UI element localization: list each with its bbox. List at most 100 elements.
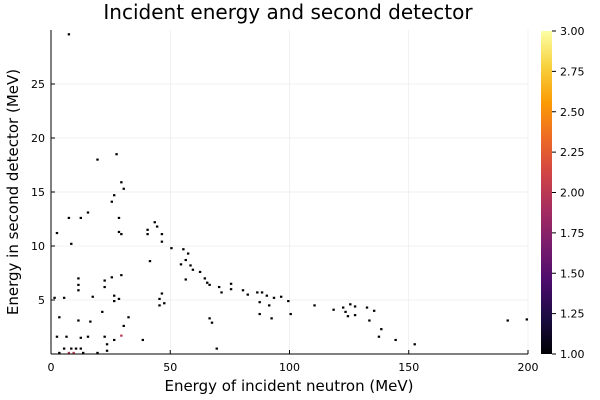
heatmap-bin — [287, 300, 290, 303]
heatmap-bin — [113, 294, 116, 297]
heatmap-bin — [79, 347, 83, 350]
heatmap-bin — [346, 315, 350, 318]
y-tick-label: 5 — [38, 294, 45, 307]
heatmap-bin — [110, 200, 114, 203]
heatmap-bin — [270, 317, 273, 320]
heatmap-bin — [229, 282, 233, 285]
heatmap-bin — [141, 338, 145, 342]
heatmap-bin — [67, 216, 71, 219]
heatmap-bin — [96, 158, 99, 161]
x-tick-label: 200 — [518, 361, 539, 374]
heatmap-bin — [122, 187, 125, 190]
heatmap-bin — [146, 233, 149, 236]
heatmap-bin — [191, 268, 195, 271]
heatmap-bin — [101, 310, 104, 313]
heatmap-bin — [525, 318, 528, 321]
heatmap-bin — [170, 247, 173, 250]
heatmap-bin — [62, 347, 66, 350]
y-axis-label: Energy in second detector (MeV) — [4, 69, 22, 315]
heatmap-bin — [189, 264, 192, 267]
heatmap-bin — [72, 351, 75, 354]
x-tick-label: 150 — [398, 361, 419, 374]
heatmap-bin — [353, 314, 357, 317]
heatmap-bin — [279, 295, 283, 298]
heatmap-bin — [86, 335, 90, 338]
heatmap-bin — [413, 343, 416, 346]
heatmap-bin — [89, 320, 92, 323]
colorbar-tick-label: 2.25 — [560, 146, 585, 159]
heatmap-bin — [160, 292, 164, 295]
heatmap-bin — [344, 310, 347, 313]
colorbar-tick-label: 2.50 — [560, 106, 585, 119]
heatmap-bin — [208, 283, 211, 286]
heatmap-bin — [127, 316, 130, 319]
heatmap-bins — [53, 33, 528, 354]
heatmap-bin — [120, 181, 123, 184]
heatmap-bin — [105, 343, 109, 346]
heatmap-bin — [332, 308, 335, 311]
heatmap-bin — [113, 300, 116, 303]
chart-title: Incident energy and second detector — [103, 0, 473, 24]
heatmap-bin — [146, 228, 149, 231]
heatmap-bin — [155, 225, 159, 228]
heatmap-bin — [115, 153, 118, 156]
x-tick-label: 100 — [279, 361, 300, 374]
heatmap-bin — [184, 278, 187, 281]
heatmap-bin — [256, 291, 259, 294]
heatmap-bin — [86, 211, 90, 214]
heatmap-bin — [160, 233, 164, 236]
heatmap-bin — [210, 321, 214, 324]
heatmap-bin — [313, 304, 316, 307]
heatmap-bin — [82, 351, 85, 354]
heatmap-bin — [53, 296, 56, 299]
heatmap-bin — [246, 293, 249, 296]
heatmap-bin — [265, 294, 269, 297]
y-tick-label: 10 — [31, 240, 45, 253]
heatmap-bin — [70, 242, 73, 245]
heatmap-bin — [268, 304, 271, 307]
heatmap-bin — [113, 338, 116, 342]
heatmap-bin — [67, 351, 71, 354]
heatmap-bin — [208, 317, 211, 320]
heatmap-bin — [203, 277, 207, 280]
colorbar-tick-label: 1.25 — [560, 308, 585, 321]
heatmap-bin — [341, 306, 345, 309]
heatmap-bin — [179, 263, 183, 266]
heatmap-bin — [120, 334, 123, 337]
heatmap-bin — [377, 335, 381, 338]
heatmap-bin — [182, 248, 185, 251]
heatmap-bin — [372, 309, 376, 312]
heatmap-bin — [70, 347, 73, 350]
x-ticks: 0 50 100 150 200 — [48, 350, 539, 374]
heatmap-bin — [206, 281, 209, 284]
colorbar-tick-label: 1.00 — [560, 348, 585, 361]
heatmap-bin — [96, 351, 99, 354]
x-tick-label: 0 — [48, 361, 55, 374]
heatmap-bin — [62, 296, 66, 299]
heatmap-bin — [110, 276, 114, 279]
y-tick-label: 20 — [31, 132, 45, 145]
heatmap-bin — [117, 216, 121, 219]
heatmap-bin — [103, 335, 106, 338]
heatmap-bin — [58, 316, 61, 319]
heatmap-bin — [55, 231, 59, 235]
colorbar — [541, 31, 552, 354]
colorbar-tick-label: 2.75 — [560, 65, 585, 78]
heatmap-bin — [103, 285, 106, 289]
heatmap-bin — [148, 260, 152, 263]
heatmap-bin — [380, 328, 383, 331]
heatmap-bin — [67, 33, 71, 36]
heatmap-bin — [117, 230, 121, 234]
heatmap-bin — [105, 349, 109, 352]
heatmap-bin — [58, 351, 61, 354]
heatmap-bin — [260, 291, 264, 294]
colorbar-ticks: 1.00 1.25 1.50 1.75 2.00 2.25 2.50 2.75 3.00 — [552, 25, 585, 361]
y-tick-label: 25 — [31, 78, 45, 91]
heatmap-bin — [103, 279, 106, 282]
heatmap-bin — [65, 335, 68, 338]
heatmap-bin — [77, 289, 80, 292]
heatmap-bin — [258, 301, 261, 304]
colorbar-tick-label: 1.75 — [560, 227, 585, 240]
y-tick-label: 15 — [31, 186, 45, 199]
heatmap-bin — [353, 305, 357, 308]
